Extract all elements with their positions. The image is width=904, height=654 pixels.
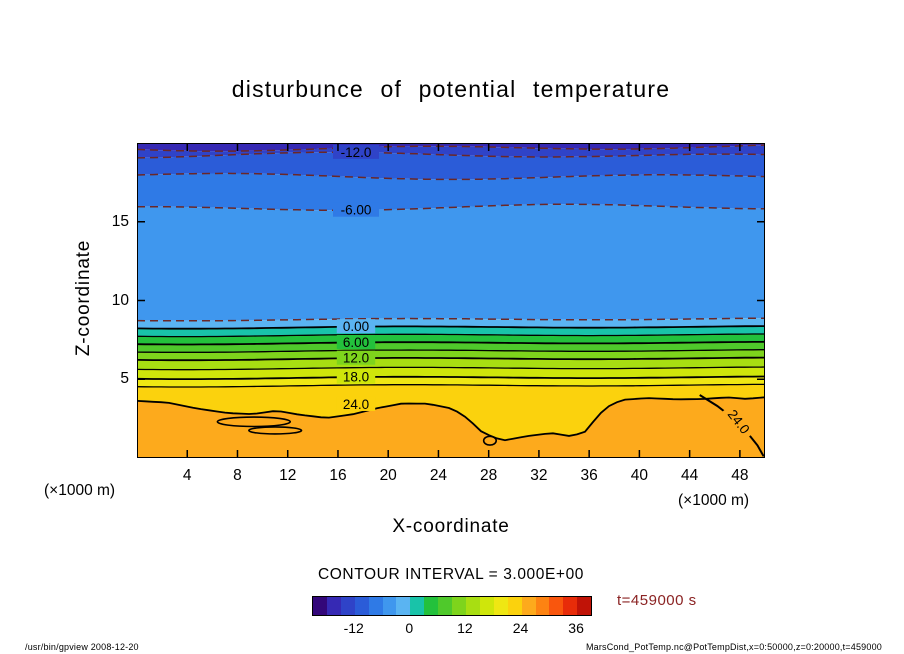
- x-tick-label: 48: [731, 467, 749, 484]
- closed-contour-24: [247, 426, 303, 435]
- filled-band: [137, 376, 765, 387]
- colorbar-cell: [368, 597, 383, 615]
- y-axis-label: Z-coordinate: [73, 239, 94, 357]
- colorbar-cell: [452, 597, 466, 615]
- contour-line-6: [137, 340, 765, 346]
- x-axis-unit: (×1000 m): [678, 492, 750, 509]
- filled-band: [137, 367, 765, 380]
- colorbar-cell: [493, 597, 508, 615]
- filled-band: [137, 173, 765, 211]
- colorbar-cell: [479, 597, 494, 615]
- contour-line-0: [137, 325, 765, 330]
- contour-label-24: 24.0: [336, 396, 376, 412]
- x-tick-label: 36: [580, 467, 598, 484]
- x-tick-label: 32: [530, 467, 548, 484]
- colorbar-cell: [577, 597, 592, 615]
- axis-ticks: [137, 143, 765, 458]
- closed-contour-24: [216, 416, 292, 428]
- svg-text:12.0: 12.0: [343, 351, 369, 366]
- colorbar-tick-label: 0: [405, 620, 414, 636]
- colorbar-cell: [396, 597, 411, 615]
- contour-line-15: [137, 366, 765, 371]
- colorbar-cell: [438, 597, 453, 615]
- svg-text:-12.0: -12.0: [341, 145, 372, 160]
- contour-label-12: 12.0: [336, 350, 376, 366]
- colorbar-cell: [410, 597, 425, 615]
- contour-label--12: -12.0: [333, 144, 379, 160]
- x-tick-label: 40: [630, 467, 649, 484]
- x-tick-label: 28: [480, 467, 498, 484]
- colorbar-cell: [507, 597, 522, 615]
- plot-title: disturbunce of potential temperature: [231, 76, 671, 102]
- filled-band: [137, 334, 765, 345]
- svg-text:18.0: 18.0: [343, 370, 369, 385]
- x-tick-label: 4: [182, 467, 192, 484]
- x-axis-label: X-coordinate: [392, 516, 510, 537]
- footer-datasource: MarsCond_PotTemp.nc@PotTempDist,x=0:5000…: [585, 642, 882, 652]
- colorbar-tick-label: 36: [568, 620, 584, 636]
- y-tick-label: 10: [111, 291, 129, 309]
- filled-band: [137, 145, 765, 158]
- contour-line-3: [137, 333, 765, 338]
- colorbar: [312, 596, 592, 616]
- contour-line--3: [137, 317, 765, 322]
- x-tick-label: 12: [279, 467, 297, 484]
- contour-line-24: [137, 396, 765, 442]
- filled-band: [137, 341, 765, 353]
- colorbar-cell: [535, 597, 550, 615]
- x-tick-label: 8: [233, 467, 242, 484]
- contour-line-18: [137, 375, 765, 380]
- contour-line-12: [137, 356, 765, 362]
- contour-label-0: 0.00: [336, 319, 376, 334]
- contour-line--12: [137, 151, 765, 159]
- colorbar-cell: [326, 597, 341, 615]
- svg-text:24.0: 24.0: [343, 397, 369, 412]
- svg-text:6.00: 6.00: [343, 335, 369, 350]
- colorbar-cell: [563, 597, 578, 615]
- contour-label-18: 18.0: [336, 369, 376, 385]
- filled-band: [137, 384, 765, 441]
- time-annotation: t=459000 s: [617, 592, 697, 609]
- colorbar-cell: [382, 597, 397, 615]
- contour-label--6: -6.00: [333, 202, 379, 218]
- x-tick-label: 24: [429, 467, 448, 484]
- contour-interval-caption: CONTOUR INTERVAL = 3.000E+00: [317, 566, 585, 583]
- x-tick-label: 16: [329, 467, 347, 484]
- contour-line-21: [137, 383, 765, 388]
- y-tick-label: 5: [120, 370, 129, 388]
- colorbar-tick-label: -12: [343, 620, 364, 636]
- footer-command: /usr/bin/gpview 2008-12-20: [25, 642, 139, 652]
- colorbar-cell: [340, 597, 355, 615]
- contour-line--9: [137, 172, 765, 181]
- colorbar-cell: [354, 597, 369, 615]
- contour-line--6: [137, 203, 765, 212]
- filled-band: [137, 152, 765, 180]
- contour-label-6: 6.00: [336, 334, 376, 350]
- colorbar-cell: [465, 597, 480, 615]
- filled-band: [137, 204, 765, 321]
- colorbar-cell: [313, 597, 327, 615]
- filled-band: [137, 318, 765, 329]
- filled-band: [137, 326, 765, 337]
- colorbar-tick-label: 24: [512, 620, 529, 636]
- filled-band: [137, 349, 765, 361]
- svg-text:0.00: 0.00: [343, 319, 369, 334]
- filled-band: [137, 357, 765, 370]
- x-tick-label: 20: [379, 467, 397, 484]
- colorbar-cell: [424, 597, 439, 615]
- colorbar-cell: [521, 597, 536, 615]
- contour-line--15: [137, 144, 765, 152]
- x-tick-label: 44: [681, 467, 699, 484]
- y-tick-label: 15: [111, 212, 129, 230]
- colorbar-cell: [549, 597, 564, 615]
- y-axis-unit: (×1000 m): [44, 482, 116, 499]
- svg-text:-6.00: -6.00: [341, 203, 372, 218]
- contour-line-9: [137, 349, 765, 353]
- colorbar-tick-label: 12: [457, 620, 473, 636]
- filled-band: [137, 397, 765, 458]
